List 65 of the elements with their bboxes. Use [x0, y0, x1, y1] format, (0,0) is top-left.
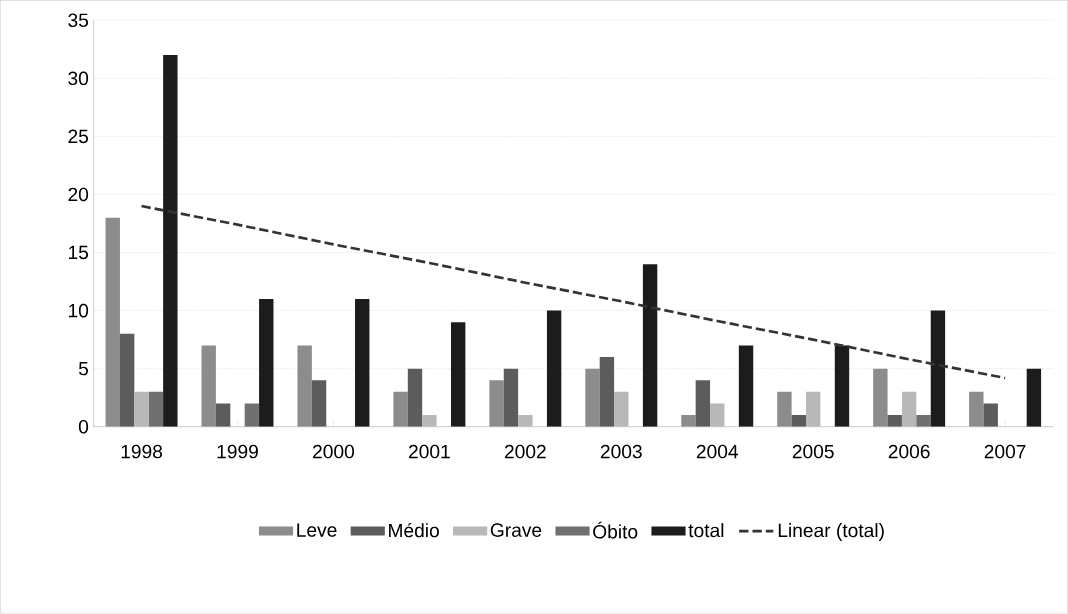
bar — [422, 415, 437, 427]
bar — [887, 415, 902, 427]
y-tick-label: 0 — [78, 420, 89, 434]
legend-label: Médio — [389, 523, 439, 538]
bar — [148, 392, 164, 427]
y-tick-label: 35 — [68, 13, 89, 28]
x-tick-label: 2000 — [313, 444, 355, 459]
legend-label: Linear (total) — [778, 523, 884, 542]
bar — [710, 403, 725, 427]
bar — [777, 392, 792, 427]
bar — [642, 264, 658, 427]
x-tick-label: 2001 — [409, 444, 450, 459]
y-tick-label: 25 — [68, 129, 89, 144]
x-tick-label: 1999 — [217, 444, 258, 459]
line-series — [140, 204, 1007, 380]
y-tick-label: 15 — [68, 246, 89, 260]
x-tick-label: 2006 — [888, 444, 930, 459]
x-tick-label: 2007 — [984, 444, 1026, 459]
bar — [215, 403, 231, 427]
bar — [1026, 368, 1042, 427]
bar — [105, 217, 120, 427]
x-tick-label: 2005 — [792, 444, 834, 459]
legend-label: total — [688, 523, 724, 538]
x-tick-label: 2002 — [504, 444, 546, 459]
bar — [806, 392, 821, 427]
bar — [969, 392, 984, 427]
bar — [489, 380, 504, 427]
bar — [930, 310, 946, 427]
y-tick-label: 10 — [68, 304, 89, 318]
bar — [163, 55, 178, 427]
legend-label: Óbito — [593, 521, 638, 539]
x-tick-label: 2004 — [696, 444, 739, 459]
bar — [916, 415, 931, 427]
bar — [681, 415, 696, 427]
bar — [119, 334, 135, 427]
x-tick-label: 1998 — [121, 444, 163, 459]
bar — [738, 345, 754, 427]
bar — [297, 345, 312, 427]
bar — [834, 345, 850, 427]
bar — [791, 415, 806, 427]
bar — [407, 368, 423, 427]
bar — [201, 345, 216, 427]
bar — [134, 392, 149, 427]
bar — [585, 368, 600, 427]
y-tick-label: 5 — [78, 362, 89, 376]
bar — [355, 299, 370, 427]
y-tick-label: 20 — [68, 187, 89, 202]
bar — [983, 403, 998, 427]
bar — [518, 415, 533, 427]
bar — [244, 403, 260, 427]
bar — [503, 368, 519, 427]
bar — [614, 392, 629, 427]
bar — [695, 380, 711, 427]
bar — [450, 322, 466, 427]
bar — [546, 310, 562, 427]
bar — [901, 392, 917, 427]
bar — [873, 368, 888, 427]
y-tick-label: 30 — [68, 71, 89, 86]
legend-label: Leve — [297, 523, 337, 538]
bar — [393, 392, 408, 427]
bar — [599, 357, 615, 427]
bar — [259, 299, 274, 427]
legend-label: Grave — [490, 523, 542, 538]
bar — [311, 380, 327, 427]
x-tick-label: 2003 — [600, 444, 642, 459]
